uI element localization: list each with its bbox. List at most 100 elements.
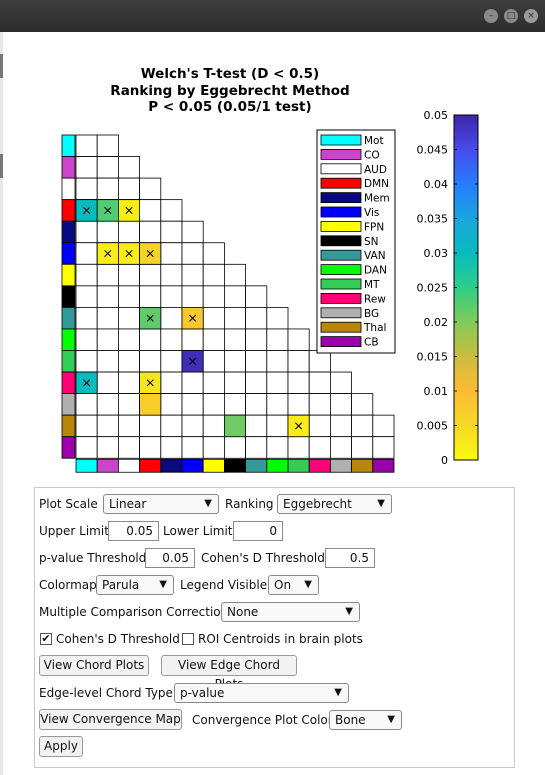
cross-mark — [295, 422, 303, 430]
matrix-cell — [308, 393, 331, 416]
col-color-mot — [75, 458, 98, 473]
legend-swatch-mt — [320, 278, 362, 290]
matrix-cell — [223, 371, 246, 394]
matrix-cell — [118, 350, 141, 373]
matrix-cell — [139, 285, 162, 308]
matrix-cell — [181, 393, 204, 416]
close-icon[interactable]: × — [524, 9, 538, 23]
row-color-van — [61, 306, 76, 330]
legend-visible-label: Legend Visible — [180, 578, 268, 592]
view-edge-chord-plots-button[interactable]: View Edge Chord Plots — [161, 655, 297, 691]
legend-label-sn: SN — [364, 236, 379, 248]
matrix-cell — [139, 328, 162, 351]
matrix-cell — [351, 414, 374, 438]
matrix-cell — [118, 306, 141, 330]
matrix-cell — [329, 414, 352, 438]
cross-mark — [189, 357, 197, 365]
matrix-cell — [181, 436, 204, 459]
matrix-cell — [118, 177, 141, 201]
mcc-dropdown[interactable]: None ▼ — [221, 602, 360, 622]
edge-chord-type-dropdown[interactable]: p-value ▼ — [174, 683, 349, 703]
matrix-cell — [118, 414, 141, 438]
matrix-cell — [202, 371, 225, 394]
matrix-cell — [308, 436, 331, 459]
matrix-cell — [118, 220, 141, 244]
matrix-cell — [75, 177, 98, 201]
row-color-dmn — [61, 199, 76, 222]
edge-chord-type-label: Edge-level Chord Type — [39, 686, 173, 700]
ranking-dropdown[interactable]: Eggebrecht ▼ — [277, 494, 392, 514]
legend-swatch-dmn — [320, 177, 362, 189]
cross-mark — [104, 206, 112, 214]
apply-button[interactable]: Apply — [39, 736, 83, 757]
chevron-down-icon: ▼ — [387, 714, 395, 725]
col-color-fpn — [202, 458, 225, 473]
plot-scale-dropdown[interactable]: Linear ▼ — [103, 494, 219, 514]
matrix-cell — [160, 199, 183, 222]
settings-panel: Plot Scale Linear ▼ Ranking Eggebrecht ▼ U… — [34, 487, 515, 768]
colorbar-tick-label: 0.025 — [417, 282, 449, 295]
row-color-bg — [61, 393, 76, 416]
col-color-cb — [372, 458, 395, 473]
colorbar-tick-label: 0.015 — [417, 351, 449, 364]
cross-mark — [104, 249, 112, 258]
col-color-dan — [266, 458, 289, 473]
matrix-cell — [139, 199, 162, 222]
upper-limit-label: Upper Limit — [39, 524, 109, 538]
maximize-icon[interactable]: □ — [504, 9, 518, 23]
legend-label-van: VAN — [364, 250, 386, 262]
row-color-mem — [61, 220, 76, 244]
convergence-color-dropdown[interactable]: Bone ▼ — [329, 710, 402, 730]
matrix-cell — [245, 371, 268, 394]
matrix-cell — [75, 350, 98, 373]
matrix-cell — [96, 177, 119, 201]
matrix-cell — [118, 328, 141, 351]
matrix-cell — [245, 350, 268, 373]
lower-limit-field[interactable]: 0 — [233, 521, 283, 541]
cohens-d-checkbox-label: Cohen's D Threshold — [56, 632, 180, 646]
roi-centroids-checkbox[interactable] — [182, 633, 194, 645]
matrix-cell — [75, 156, 98, 179]
legend-visible-dropdown[interactable]: On ▼ — [268, 575, 319, 595]
roi-checkbox-label: ROI Centroids in brain plots — [198, 632, 363, 646]
convergence-color-value: Bone — [335, 713, 366, 727]
upper-limit-field[interactable]: 0.05 — [108, 521, 159, 541]
minimize-icon[interactable]: – — [484, 9, 498, 23]
matrix-cell — [202, 285, 225, 308]
matrix-cell — [160, 242, 183, 265]
view-convergence-map-button[interactable]: View Convergence Map — [39, 709, 182, 730]
cross-mark — [189, 314, 197, 322]
row-color-mot — [61, 134, 76, 157]
p-threshold-field[interactable]: 0.05 — [145, 548, 195, 568]
matrix-cell — [160, 285, 183, 308]
matrix-cell — [96, 285, 119, 308]
matrix-cell — [118, 263, 141, 287]
lower-limit-label: Lower Limit — [163, 524, 233, 538]
matrix-cell — [96, 436, 119, 459]
chevron-down-icon: ▼ — [345, 606, 353, 617]
matrix-cell — [160, 350, 183, 373]
col-color-aud — [118, 458, 141, 473]
view-chord-plots-button[interactable]: View Chord Plots — [39, 655, 149, 676]
d-threshold-field[interactable]: 0.5 — [325, 548, 375, 568]
cohens-d-checkbox[interactable]: ✔ — [40, 632, 52, 645]
matrix-cell — [329, 393, 352, 416]
matrix-cell — [160, 436, 183, 459]
legend-swatch-co — [320, 148, 362, 160]
legend-swatch-fpn — [320, 220, 362, 232]
legend-label-thal: Thal — [363, 322, 386, 334]
matrix-cell — [287, 328, 310, 351]
colorbar-tick-label: 0.03 — [424, 247, 449, 260]
edge-chord-type-value: p-value — [180, 686, 225, 700]
matrix-cell — [245, 393, 268, 416]
matrix-cell — [223, 306, 246, 330]
legend-label-cb: CB — [364, 337, 379, 349]
matrix-cell — [96, 393, 119, 416]
matrix-cell — [96, 350, 119, 373]
matrix-cell — [96, 220, 119, 244]
col-color-dmn — [139, 458, 162, 473]
legend-swatch-dan — [320, 264, 362, 276]
matrix-cell — [75, 436, 98, 459]
colormap-dropdown[interactable]: Parula ▼ — [96, 575, 174, 595]
matrix-cell — [139, 177, 162, 201]
